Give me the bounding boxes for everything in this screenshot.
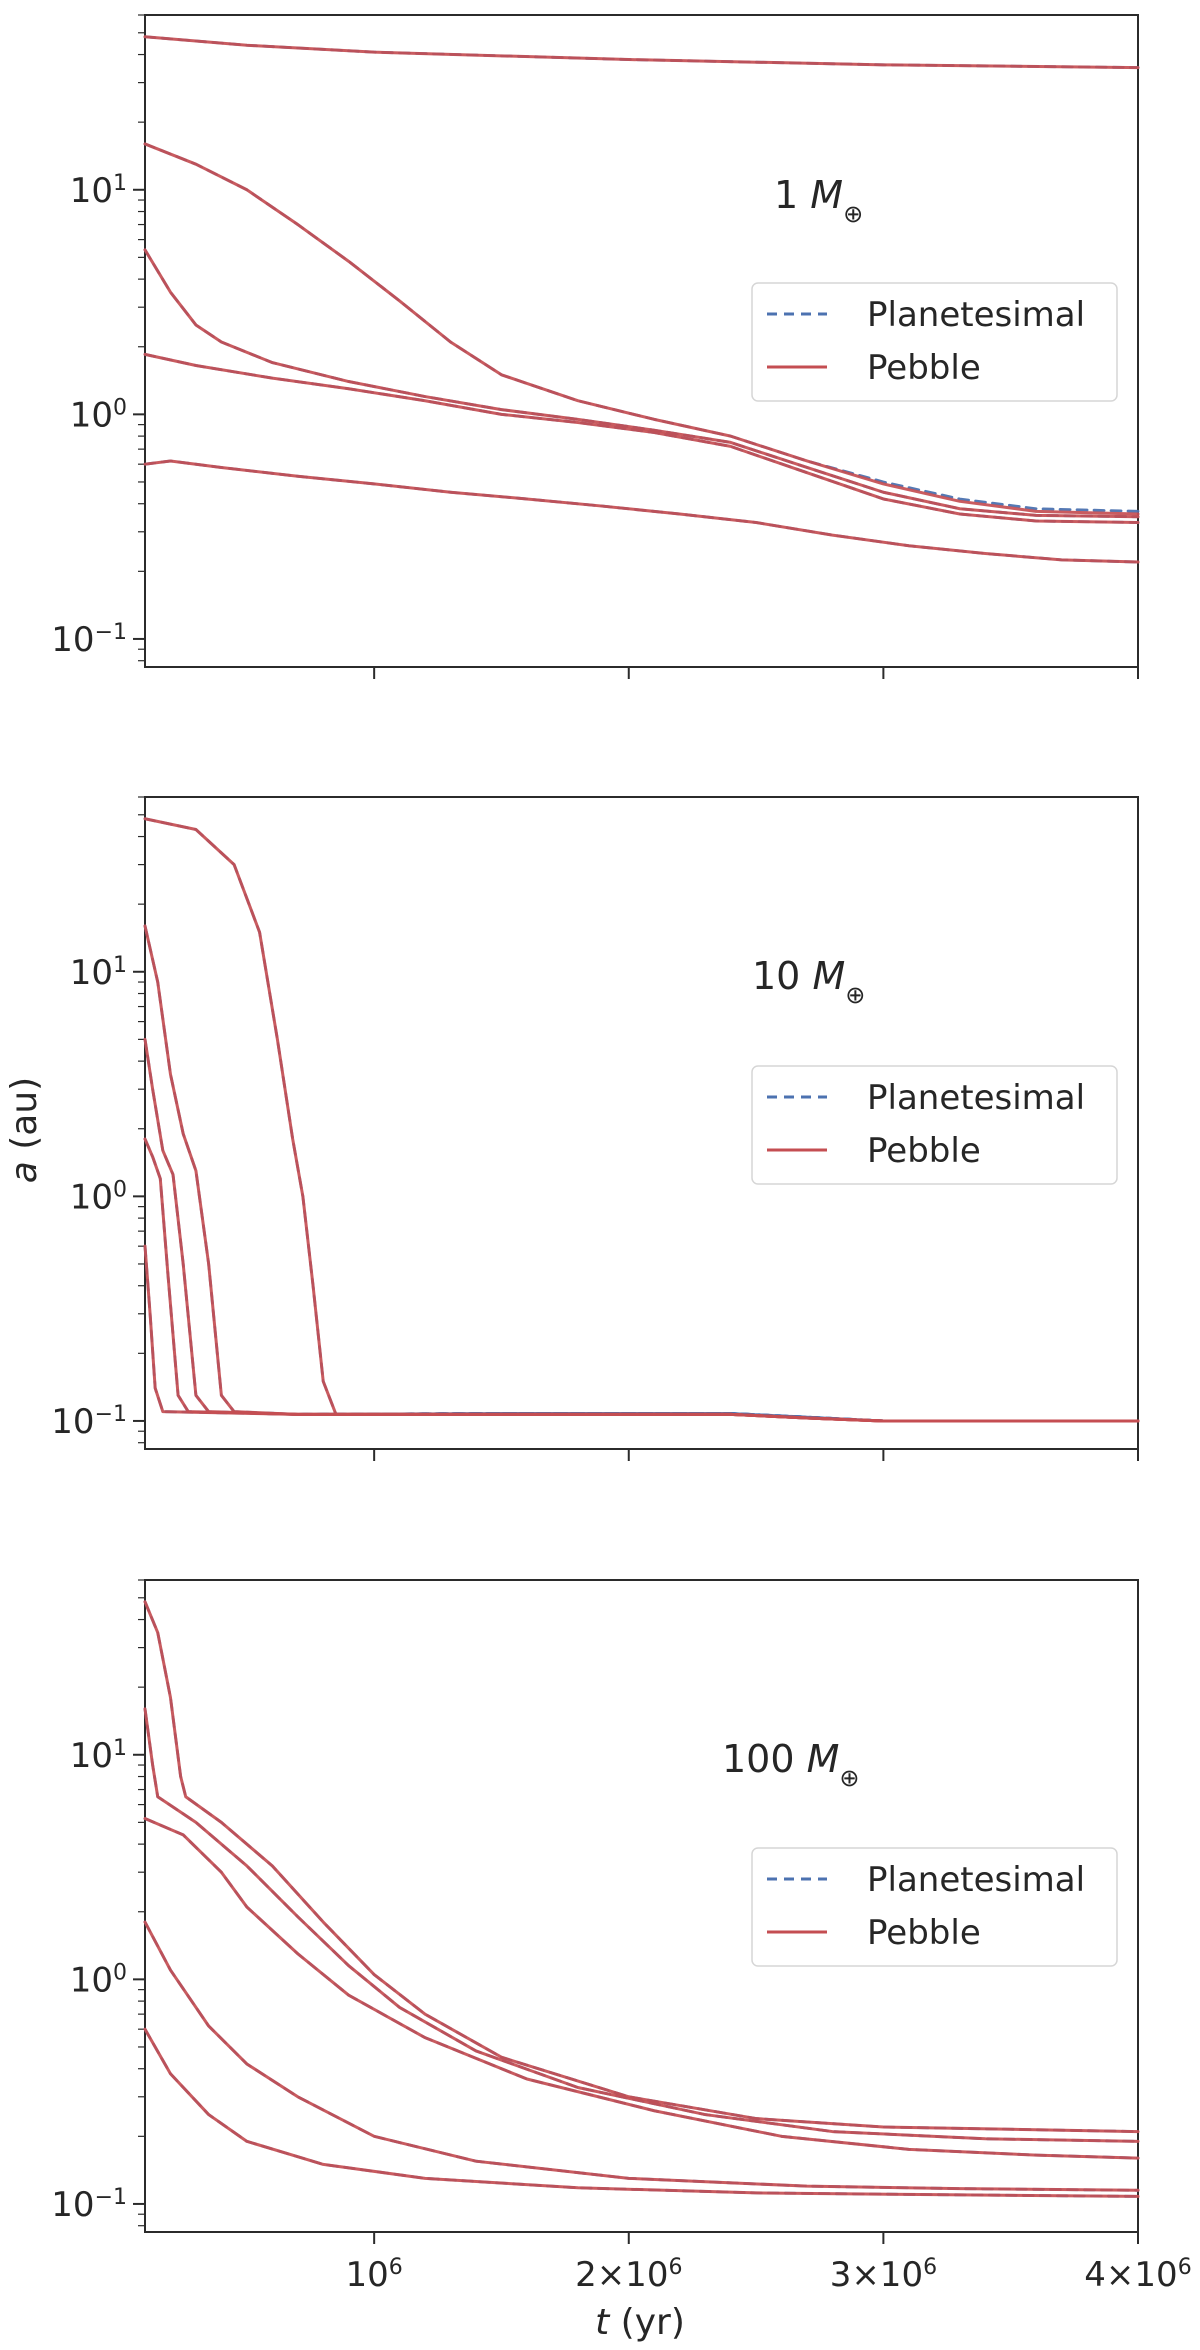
y-tick-label-2-2: 100 [70, 1177, 127, 1218]
pebble-curve-1-5 [143, 459, 1140, 564]
y-tick-label-2-1: 10−1 [51, 1401, 127, 1442]
panel-label-3: 100 M⊕ [722, 1737, 860, 1792]
pebble-curve-3-3 [143, 1817, 1140, 2160]
plot-frame-1 [144, 14, 1139, 668]
panel-3: 10−1 100 101 106 2×106 3×106 4×106 100 M⊕ Planet… [51, 1579, 1192, 2296]
panel-label-1: 1 M⊕ [774, 173, 863, 228]
pebble-curve-3-5 [143, 2027, 1140, 2198]
pebble-curve-1-3 [143, 248, 1140, 519]
legend-box-1 [751, 282, 1118, 402]
pebble-curve-3-4 [143, 1920, 1140, 2192]
panel-2: 10−1 100 101 10 M⊕ Planetesimal Pebble [51, 796, 1140, 1461]
legend-planetesimal-label-1: Planetesimal [867, 295, 1085, 335]
y-tick-label-3-1: 10−1 [51, 2184, 127, 2225]
pebble-curve-1-1 [143, 35, 1140, 70]
y-tick-label-1-2: 100 [70, 395, 127, 436]
y-tick-label-3-2: 100 [70, 1960, 127, 2001]
pebble-curve-1-4 [143, 352, 1140, 524]
y-tick-label-1-1: 10−1 [51, 619, 127, 660]
legend-box-2 [751, 1065, 1118, 1185]
legend-planetesimal-label-3: Planetesimal [867, 1860, 1085, 1900]
plot-frame-3 [144, 1579, 1139, 2233]
y-tick-label-1-3: 101 [70, 170, 127, 211]
legend-pebble-label-2: Pebble [867, 1131, 981, 1171]
panel-label-2: 10 M⊕ [752, 954, 865, 1009]
y-tick-label-3-3: 101 [70, 1735, 127, 1776]
x-tick-label-2: 2×106 [575, 2255, 682, 2296]
y-axis-label: a (au) [4, 1077, 45, 1183]
planetesimal-curve-2-5 [143, 1244, 1140, 1423]
pebble-curve-3-1 [143, 1600, 1140, 2134]
panel-1: 10−1 100 101 1 M⊕ Planetesimal Pebble [51, 14, 1140, 679]
planetesimal-curve-3-5 [143, 2027, 1140, 2198]
legend-pebble-label-3: Pebble [867, 1913, 981, 1953]
pebble-curve-3-2 [143, 1707, 1140, 2143]
pebble-curve-2-5 [143, 1244, 1140, 1423]
plot-frame-2 [144, 796, 1139, 1450]
legend-planetesimal-label-2: Planetesimal [867, 1078, 1085, 1118]
legend-pebble-label-1: Pebble [867, 348, 981, 388]
x-tick-label-4: 4×106 [1084, 2255, 1191, 2296]
planetesimal-curve-1-1 [143, 35, 1140, 69]
y-tick-label-2-3: 101 [70, 952, 127, 993]
x-axis-label: t (yr) [595, 2302, 685, 2343]
x-tick-label-1: 106 [346, 2255, 403, 2296]
x-tick-label-3: 3×106 [830, 2255, 937, 2296]
legend-box-3 [751, 1847, 1118, 1967]
pebble-curve-1-2 [143, 142, 1140, 516]
